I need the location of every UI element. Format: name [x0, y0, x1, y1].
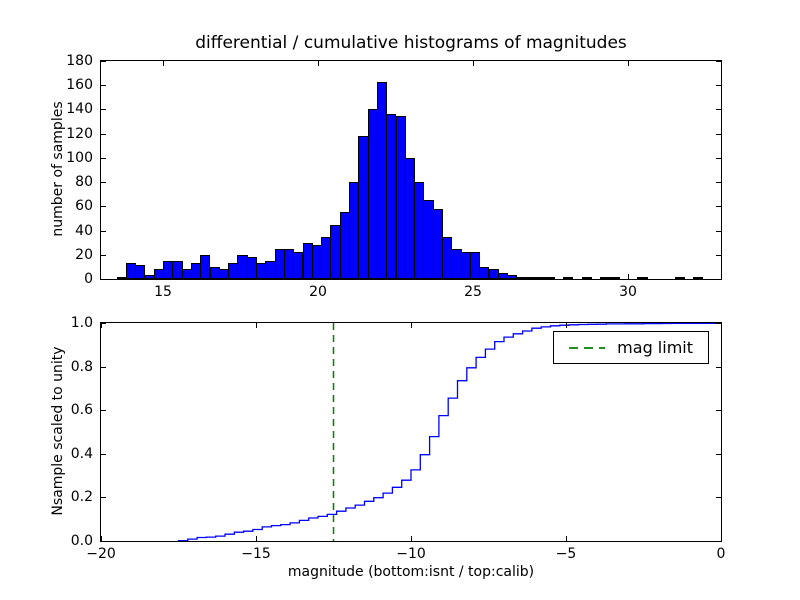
- legend-box: mag limit: [553, 331, 709, 364]
- y-tick-mark: [716, 323, 721, 324]
- y-tick-mark: [716, 453, 721, 455]
- x-tick-mark: [318, 61, 319, 66]
- y-tick-mark: [716, 279, 721, 280]
- y-tick-mark: [716, 61, 721, 62]
- y-tick-mark: [716, 541, 721, 542]
- y-tick-mark: [101, 254, 106, 256]
- y-tick-mark: [101, 453, 106, 455]
- y-tick-mark: [101, 133, 106, 135]
- x-tick-mark: [256, 536, 257, 541]
- x-tick-label: 15: [154, 284, 172, 300]
- x-tick-label: 25: [464, 284, 482, 300]
- x-tick-mark: [101, 536, 102, 541]
- y-tick-label: 0.0: [70, 533, 93, 549]
- x-tick-mark: [101, 323, 102, 328]
- y-tick-mark: [716, 133, 721, 135]
- y-tick-mark: [101, 366, 106, 368]
- y-tick-label: 160: [66, 77, 93, 94]
- histogram-bar: [581, 277, 592, 279]
- y-tick-mark: [101, 230, 106, 232]
- y-tick-mark: [101, 410, 106, 412]
- y-tick-mark: [101, 279, 106, 280]
- chart-title: differential / cumulative histograms of …: [195, 33, 627, 53]
- y-tick-label: 1.0: [70, 315, 93, 331]
- y-tick-mark: [716, 230, 721, 232]
- y-tick-label: 120: [66, 125, 93, 142]
- x-tick-mark: [721, 323, 722, 328]
- x-tick-mark: [163, 61, 164, 66]
- y-tick-mark: [716, 206, 721, 208]
- histogram-bar: [609, 277, 620, 279]
- y-tick-mark: [101, 206, 106, 208]
- y-tick-mark: [716, 254, 721, 256]
- y-tick-mark: [101, 182, 106, 184]
- x-tick-mark: [256, 323, 257, 328]
- histogram-bar: [562, 277, 574, 279]
- x-tick-mark: [473, 61, 474, 66]
- x-tick-mark: [566, 323, 567, 328]
- y-tick-label: 140: [66, 101, 93, 118]
- y-tick-label: 180: [66, 53, 93, 69]
- bottom-x-axis-label: magnitude (bottom:isnt / top:calib): [287, 564, 535, 580]
- y-tick-label: 0.8: [70, 358, 93, 375]
- y-tick-mark: [101, 497, 106, 499]
- top-axes: 15 20 25 30 0 20 40 60 80 100 120 140 160 180: [66, 53, 722, 300]
- x-tick-label: −5: [555, 546, 577, 562]
- top-y-axis-label: number of samples: [50, 101, 66, 237]
- y-tick-mark: [716, 85, 721, 87]
- y-tick-label: 0: [84, 271, 93, 287]
- legend-dash-icon: [569, 346, 606, 349]
- y-tick-mark: [716, 157, 721, 159]
- y-tick-mark: [101, 323, 106, 324]
- y-tick-mark: [716, 366, 721, 368]
- x-tick-label: 20: [309, 284, 327, 300]
- y-tick-mark: [101, 157, 106, 159]
- bottom-axes: mag limit −20 −15 −10 −5 0 0.0 0.2 0.4 0.6 0.8 1.0: [71, 315, 726, 562]
- x-tick-mark: [628, 274, 629, 279]
- y-tick-mark: [716, 109, 721, 111]
- x-tick-mark: [411, 323, 412, 328]
- histogram-bar: [135, 264, 146, 279]
- y-tick-label: 0.2: [70, 489, 93, 506]
- cumulative-step-line: [177, 323, 721, 541]
- y-tick-label: 0.4: [70, 445, 93, 462]
- histogram-bar: [693, 277, 704, 279]
- histogram-bar: [469, 252, 481, 279]
- x-tick-label: 30: [619, 284, 637, 300]
- histogram-bar: [544, 276, 555, 279]
- legend-label: mag limit: [617, 338, 693, 357]
- y-tick-mark: [101, 61, 106, 62]
- cumulative-plot-svg: [177, 323, 721, 541]
- y-tick-label: 100: [66, 149, 93, 166]
- x-tick-mark: [566, 536, 567, 541]
- x-tick-mark: [628, 61, 629, 66]
- y-tick-label: 0.6: [70, 402, 93, 419]
- y-tick-mark: [101, 85, 106, 87]
- x-tick-label: −20: [86, 546, 116, 562]
- x-tick-mark: [411, 536, 412, 541]
- y-tick-label: 40: [75, 222, 93, 239]
- y-tick-label: 60: [75, 198, 93, 215]
- y-tick-mark: [716, 182, 721, 184]
- x-tick-label: 0: [716, 546, 726, 562]
- y-tick-mark: [716, 410, 721, 412]
- y-tick-mark: [716, 497, 721, 499]
- histogram-bar: [637, 277, 648, 279]
- histogram-bar: [674, 277, 685, 279]
- x-tick-label: −10: [396, 546, 426, 562]
- y-tick-label: 20: [75, 246, 93, 263]
- x-tick-mark: [721, 536, 722, 541]
- x-tick-label: −15: [241, 546, 271, 562]
- y-tick-mark: [101, 109, 106, 111]
- y-tick-mark: [101, 541, 106, 542]
- y-tick-label: 80: [75, 174, 93, 191]
